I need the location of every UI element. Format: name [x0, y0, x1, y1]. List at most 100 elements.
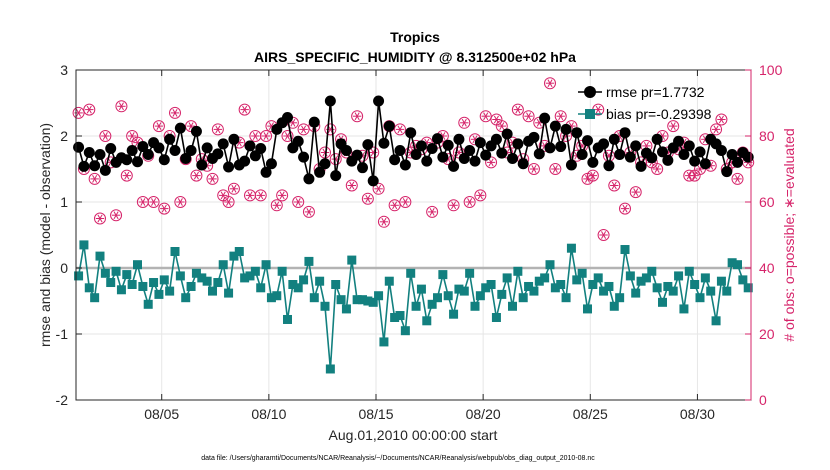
bias-point [170, 247, 180, 256]
bias-point [256, 283, 266, 293]
bias-point [218, 260, 228, 270]
obs-possible-point [254, 189, 267, 202]
obs-evaluated-point [138, 198, 148, 206]
rmse-point [298, 151, 310, 163]
rmse-point [565, 159, 577, 171]
rmse-point [164, 133, 176, 145]
obs-evaluated-stroke [718, 115, 724, 124]
bias-point [395, 311, 405, 321]
obs-evaluated-point [524, 112, 533, 121]
obs-evaluated-stroke [226, 198, 232, 206]
y-right-tick-label: 40 [759, 260, 775, 276]
bias-point [100, 268, 110, 278]
obs-evaluated-stroke [584, 175, 591, 183]
obs-possible-point [158, 202, 171, 215]
obs-evaluated-stroke [622, 204, 628, 213]
obs-possible-point [715, 113, 728, 126]
obs-evaluated-point [427, 208, 437, 216]
obs-evaluated-stroke [231, 184, 237, 193]
obs-evaluated-point [379, 217, 389, 226]
rmse-point [142, 148, 154, 160]
obs-evaluated-stroke [284, 132, 291, 140]
obs-evaluated-point [256, 191, 265, 200]
bias-point [604, 281, 614, 291]
bias-point [374, 291, 384, 301]
obs-possible-point [169, 106, 181, 119]
obs-evaluated-point [465, 198, 474, 206]
obs-evaluated-point [299, 125, 308, 134]
bias-point [149, 278, 159, 288]
rmse-point [415, 140, 427, 152]
y-right-tick-label: 100 [759, 62, 783, 78]
obs-possible-point [324, 123, 337, 136]
rmse-point [651, 133, 663, 145]
bias-point [508, 301, 517, 311]
obs-evaluated-point [224, 198, 233, 206]
x-tick-label: 08/15 [358, 406, 393, 422]
obs-possible-point [292, 196, 305, 208]
obs-evaluated-point [90, 175, 99, 183]
obs-possible-point [629, 186, 642, 199]
obs-evaluated-stroke [220, 191, 226, 200]
obs-evaluated-point [363, 194, 373, 203]
obs-evaluated-stroke [558, 112, 564, 121]
obs-evaluated-point [229, 184, 239, 193]
obs-evaluated-point [390, 201, 399, 210]
obs-possible-point [667, 120, 680, 133]
obs-evaluated-stroke [268, 122, 274, 130]
chart-title: Tropics [390, 29, 440, 45]
bias-point [470, 301, 480, 311]
x-tick-label: 08/20 [466, 406, 501, 422]
rmse-point [582, 135, 593, 147]
rmse-point [496, 147, 508, 159]
bias-point [540, 273, 550, 283]
plot-area [76, 70, 751, 400]
bias-point [663, 281, 673, 291]
obs-possible-point [597, 229, 610, 241]
rmse-point [528, 131, 540, 143]
obs-evaluated-point [192, 171, 201, 180]
obs-evaluated-stroke [456, 148, 462, 157]
obs-possible-point [276, 189, 289, 202]
obs-evaluated-stroke [151, 198, 157, 206]
rmse-point [533, 148, 545, 160]
rmse-point [603, 160, 615, 172]
rmse-point [89, 160, 101, 172]
obs-evaluated-point [588, 171, 598, 180]
rmse-point [437, 151, 449, 163]
bias-point [331, 280, 341, 289]
rmse-point [490, 133, 502, 145]
bias-point [615, 293, 625, 303]
obs-evaluated-point [733, 175, 742, 183]
obs-evaluated-stroke [547, 79, 553, 88]
bias-point [588, 280, 598, 289]
obs-evaluated-stroke [118, 102, 124, 111]
obs-evaluated-point [176, 198, 185, 206]
bias-point [416, 284, 426, 294]
obs-evaluated-stroke [531, 165, 537, 173]
obs-evaluated-stroke [734, 175, 741, 183]
obs-evaluated-point [117, 102, 126, 111]
obs-possible-point [549, 163, 562, 175]
rmse-point [501, 128, 513, 140]
bias-point [336, 295, 346, 305]
bias-point [143, 299, 153, 309]
obs-evaluated-point [631, 188, 640, 196]
rmse-point [223, 161, 235, 173]
bias-point [561, 293, 571, 303]
bias-point [341, 304, 351, 314]
obs-evaluated-stroke [97, 214, 103, 223]
bias-point [202, 276, 212, 286]
bias-point [438, 270, 448, 280]
obs-evaluated-point [208, 175, 217, 183]
obs-evaluated-point [449, 201, 458, 210]
obs-possible-point [297, 123, 310, 136]
bias-point [513, 266, 523, 276]
bias-point [679, 304, 689, 314]
obs-evaluated-stroke [236, 138, 242, 147]
bias-point [529, 286, 539, 296]
obs-evaluated-stroke [708, 161, 714, 170]
obs-evaluated-stroke [113, 211, 119, 220]
obs-evaluated-point [160, 204, 169, 213]
bias-point [674, 271, 684, 281]
